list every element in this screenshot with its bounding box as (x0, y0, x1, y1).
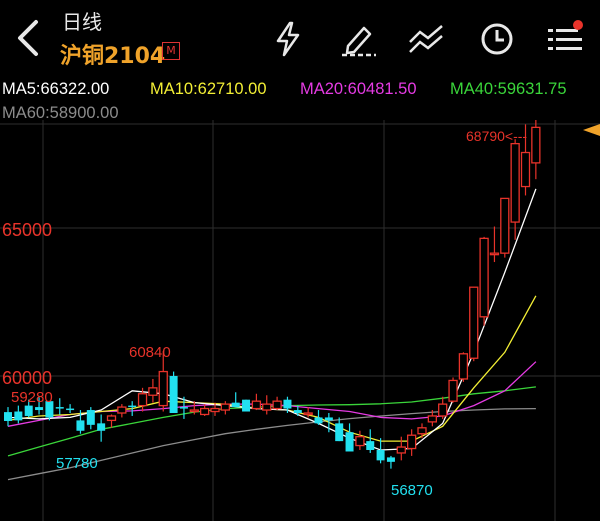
current-price-marker (583, 124, 600, 136)
candle-body-down (24, 405, 33, 416)
lightning-icon[interactable] (268, 20, 308, 58)
clock-icon[interactable] (477, 20, 517, 58)
menu-list-icon[interactable] (544, 20, 584, 58)
candle-body-up (148, 387, 158, 396)
y-tick-label: 60000 (2, 368, 52, 388)
ma5-value: MA5:66322.00 (2, 80, 110, 98)
candle-body-down (97, 423, 106, 431)
candle-body-down (242, 399, 251, 412)
candle-body-down (169, 376, 178, 413)
y-tick-label: 65000 (2, 220, 52, 240)
candle-body-up (458, 353, 469, 380)
candle-body-down (335, 423, 344, 442)
candle-body-up (489, 252, 500, 256)
candle-body-down (45, 401, 54, 418)
ma40-line (7, 386, 536, 457)
ma60-value: MA60:58900.00 (2, 104, 119, 122)
candle-body-down (86, 410, 95, 425)
back-icon[interactable] (14, 18, 44, 58)
candle-body-up (531, 126, 541, 164)
candle-body-up (303, 412, 313, 416)
low-price-label: 56870 (391, 482, 433, 499)
local-low-label: 57780 (56, 455, 98, 472)
candle-body-up (117, 406, 127, 414)
candle-body-up (210, 407, 220, 413)
candle-body-up (137, 393, 148, 407)
notification-dot (573, 20, 583, 30)
candle-body-up (417, 427, 427, 435)
ma5-line (7, 188, 537, 451)
contract-name[interactable]: 沪铜2104 (60, 44, 166, 69)
candle-body-up (520, 151, 531, 188)
candle-body-down (386, 457, 395, 462)
candle-body-up (500, 197, 510, 254)
ma40-value: MA40:59631.75 (450, 80, 567, 98)
candle-body-down (366, 441, 375, 450)
candle-body-down (376, 450, 385, 461)
ma-lines (7, 188, 537, 481)
ma10-value: MA10:62710.00 (150, 80, 267, 98)
candle-body-up (251, 400, 262, 410)
candle-body-down (76, 420, 85, 431)
chart-grid (0, 120, 600, 521)
main-contract-badge: M (162, 42, 180, 60)
candle-body-down (283, 399, 292, 409)
candle-body-up (189, 409, 199, 413)
candle-body-down (55, 407, 64, 409)
ma20-value: MA20:60481.50 (300, 80, 417, 98)
candle-body-down (314, 417, 323, 424)
candle-body-up (469, 286, 479, 359)
candle-body-up (158, 370, 168, 407)
candle-body-up (438, 403, 448, 417)
candle-body-down (66, 408, 75, 411)
candle-body-up (220, 403, 231, 411)
candle-body-down (345, 432, 354, 452)
candle-body-up (199, 407, 210, 416)
candle-body-up (106, 415, 117, 422)
candles (4, 120, 541, 469)
period-title: 日线 (62, 10, 102, 34)
compare-lines-icon[interactable] (406, 20, 446, 58)
high-price-label: 68790<--- (466, 128, 527, 144)
candle-body-up (479, 237, 489, 318)
candle-body-down (293, 410, 302, 413)
chart-labels: 65000 60000 68790<--- 60840 59280 57780 56870 (2, 124, 600, 499)
candle-body-down (231, 402, 240, 408)
candle-body-down (14, 411, 23, 421)
header-bar: 日线 沪铜2104 M (0, 0, 600, 76)
candle-body-up (448, 379, 458, 402)
candle-body-up (262, 403, 272, 411)
candle-body-up (355, 436, 365, 447)
candle-body-up (406, 434, 417, 450)
candle-body-up (427, 415, 438, 423)
local-high-label: 59280 (11, 389, 53, 406)
candle-body-down (179, 407, 188, 409)
candle-body-down (324, 417, 333, 421)
candle-body-down (4, 412, 12, 421)
candle-body-down (128, 405, 137, 408)
candle-body-up (510, 142, 520, 223)
candle-body-up (396, 446, 406, 454)
draw-pen-icon[interactable] (338, 20, 378, 58)
peak-price-label: 60840 (129, 344, 171, 361)
candle-body-up (272, 400, 282, 410)
candle-body-down (35, 407, 44, 411)
candlestick-chart[interactable]: 65000 60000 68790<--- 60840 59280 57780 56870 (0, 120, 600, 521)
